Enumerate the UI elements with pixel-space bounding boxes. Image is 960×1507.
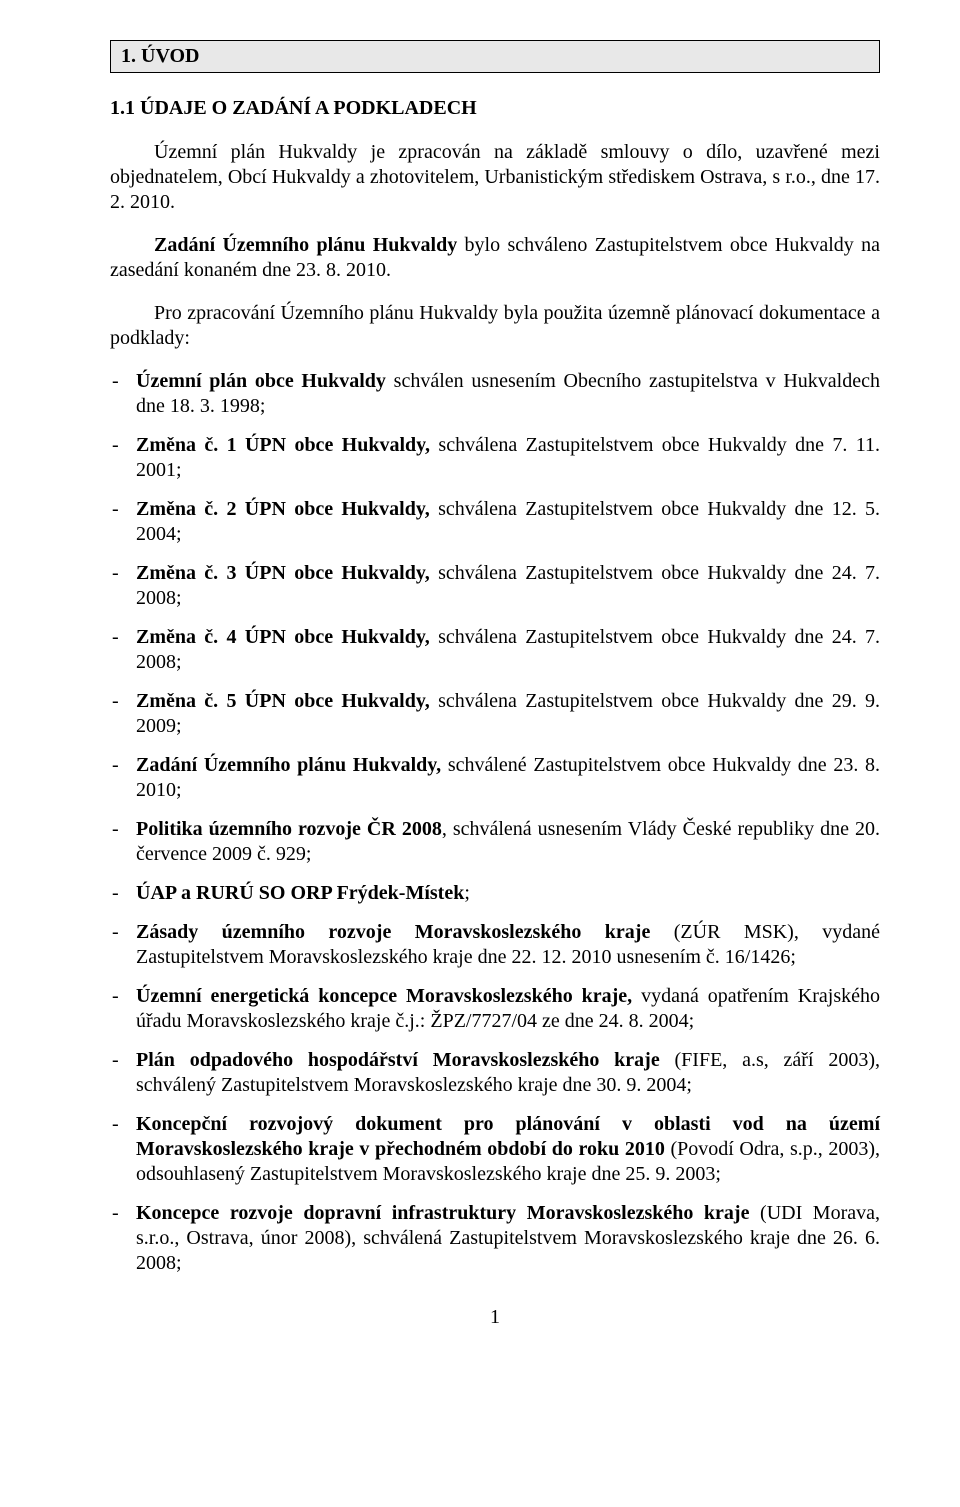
list-item-bold: ÚAP a RURÚ SO ORP Frýdek-Místek: [136, 882, 464, 904]
section-header: 1. ÚVOD: [110, 40, 880, 73]
list-item: Územní energetická koncepce Moravskoslez…: [110, 984, 880, 1034]
list-item-bold: Územní plán obce Hukvaldy: [136, 370, 386, 392]
list-item-bold: Změna č. 4 ÚPN obce Hukvaldy,: [136, 626, 430, 648]
page-number: 1: [110, 1306, 880, 1329]
list-item: Změna č. 2 ÚPN obce Hukvaldy, schválena …: [110, 497, 880, 547]
list-item: Plán odpadového hospodářství Moravskosle…: [110, 1048, 880, 1098]
paragraph-approval-bold: Zadání Územního plánu Hukvaldy: [154, 234, 457, 256]
list-item-bold: Zadání Územního plánu Hukvaldy,: [136, 754, 441, 776]
list-item: Změna č. 1 ÚPN obce Hukvaldy, schválena …: [110, 433, 880, 483]
list-item-bold: Změna č. 2 ÚPN obce Hukvaldy,: [136, 498, 430, 520]
list-item-bold: Plán odpadového hospodářství Moravskosle…: [136, 1049, 660, 1071]
paragraph-approval: Zadání Územního plánu Hukvaldy bylo schv…: [110, 233, 880, 283]
list-item: Změna č. 3 ÚPN obce Hukvaldy, schválena …: [110, 561, 880, 611]
list-item: Změna č. 4 ÚPN obce Hukvaldy, schválena …: [110, 625, 880, 675]
list-item-bold: Zásady územního rozvoje Moravskoslezskéh…: [136, 921, 650, 943]
subsection-heading: 1.1 ÚDAJE O ZADÁNÍ A PODKLADECH: [110, 97, 880, 120]
list-item: Územní plán obce Hukvaldy schválen usnes…: [110, 369, 880, 419]
list-item-bold: Změna č. 3 ÚPN obce Hukvaldy,: [136, 562, 430, 584]
list-item: Koncepce rozvoje dopravní infrastruktury…: [110, 1201, 880, 1276]
list-item: Změna č. 5 ÚPN obce Hukvaldy, schválena …: [110, 689, 880, 739]
list-item-bold: Územní energetická koncepce Moravskoslez…: [136, 985, 632, 1007]
list-item: ÚAP a RURÚ SO ORP Frýdek-Místek;: [110, 881, 880, 906]
paragraph-intro: Územní plán Hukvaldy je zpracován na zák…: [110, 140, 880, 215]
list-item-rest: ;: [464, 882, 470, 904]
list-item: Politika územního rozvoje ČR 2008, schvá…: [110, 817, 880, 867]
list-item: Zadání Územního plánu Hukvaldy, schválen…: [110, 753, 880, 803]
list-item: Koncepční rozvojový dokument pro plánová…: [110, 1112, 880, 1187]
bullet-list: Územní plán obce Hukvaldy schválen usnes…: [110, 369, 880, 1276]
list-item-bold: Koncepce rozvoje dopravní infrastruktury…: [136, 1202, 749, 1224]
list-item-bold: Změna č. 1 ÚPN obce Hukvaldy,: [136, 434, 430, 456]
document-page: 1. ÚVOD 1.1 ÚDAJE O ZADÁNÍ A PODKLADECH …: [0, 0, 960, 1359]
list-item: Zásady územního rozvoje Moravskoslezskéh…: [110, 920, 880, 970]
paragraph-sources-intro: Pro zpracování Územního plánu Hukvaldy b…: [110, 301, 880, 351]
list-item-bold: Změna č. 5 ÚPN obce Hukvaldy,: [136, 690, 430, 712]
list-item-bold: Politika územního rozvoje ČR 2008: [136, 818, 442, 840]
